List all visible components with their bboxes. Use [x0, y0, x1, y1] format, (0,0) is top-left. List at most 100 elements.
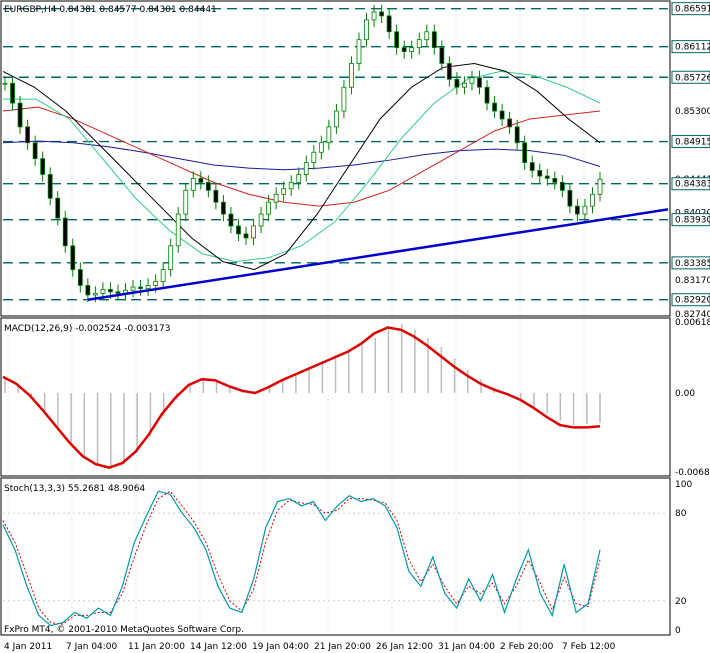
candle-body — [190, 178, 196, 191]
macd-tick-label: 0.00618 — [675, 318, 710, 328]
candle-body — [364, 19, 369, 41]
macd-tick-label: -0.00688 — [675, 468, 710, 478]
time-tick-label: 7 Jan 04:00 — [66, 642, 118, 652]
candles — [2, 4, 603, 303]
candle-body — [311, 151, 317, 163]
stoch-series: 100 80 20 0 — [2, 480, 692, 636]
candle-body — [341, 86, 347, 112]
candle-body — [17, 102, 23, 128]
stoch-title: Stoch(13,3,3) 55.2681 48.9064 — [4, 484, 145, 494]
footer-copyright: FxPro MT4, © 2001-2010 MetaQuotes Softwa… — [4, 625, 244, 635]
candle-body — [597, 178, 603, 195]
price-tick-label: 0.83385 — [675, 259, 710, 269]
price-tick-label: 0.86591 — [675, 5, 710, 15]
candle-body — [168, 245, 174, 271]
candle-body — [153, 281, 159, 286]
price-tick-label: 0.82920 — [675, 296, 710, 306]
price-tick-label: 0.84915 — [675, 138, 710, 148]
symbol-header: EURGBP,H4 0.84381 0.84577 0.84301 0.8444… — [4, 5, 217, 15]
candle-body — [32, 142, 38, 160]
time-tick-label: 31 Jan 04:00 — [438, 642, 495, 652]
stoch-signal-line — [2, 490, 601, 625]
candle-body — [138, 286, 143, 290]
candle-body — [559, 181, 565, 191]
stoch-panel — [0, 477, 671, 636]
time-tick-label: 21 Jan 20:00 — [314, 642, 371, 652]
candle-body — [454, 78, 460, 88]
candle-body — [40, 158, 46, 175]
candle-body — [582, 205, 588, 215]
time-tick-label: 26 Jan 12:00 — [376, 642, 433, 652]
candle-body — [416, 39, 422, 49]
time-tick-label: 2 Feb 20:00 — [500, 642, 554, 652]
candle-body — [537, 170, 543, 177]
candle-body — [198, 178, 204, 183]
candle-body — [296, 174, 302, 183]
candle-body — [575, 205, 580, 215]
stoch-main-line — [2, 490, 601, 627]
price-label-box — [671, 213, 710, 227]
time-tick-label: 7 Feb 12:00 — [562, 642, 616, 652]
candle-body — [349, 63, 354, 88]
candle-body — [100, 289, 106, 294]
candle-body — [303, 162, 309, 175]
candle-body — [439, 47, 445, 64]
candle-body — [10, 82, 15, 104]
candle-body — [371, 11, 377, 21]
candle-body — [70, 245, 76, 271]
price-label-box — [671, 293, 710, 307]
candle-body — [77, 269, 83, 286]
price-tick-label: 0.83930 — [675, 216, 710, 226]
candle-body — [507, 118, 513, 128]
candle-body — [424, 31, 430, 41]
price-tick-label: 0.86112 — [675, 43, 710, 53]
candle-body — [160, 269, 166, 282]
candle-body — [62, 217, 68, 247]
candle-body — [236, 225, 241, 235]
candle-body — [394, 31, 400, 49]
candle-body — [484, 86, 490, 104]
candle-body — [379, 11, 384, 17]
candle-body — [446, 63, 452, 80]
candle-body — [130, 286, 136, 291]
candle-body — [567, 189, 573, 207]
candle-body — [522, 142, 528, 163]
candle-body — [85, 285, 91, 296]
candle-body — [243, 233, 249, 239]
candle-body — [145, 285, 151, 290]
price-label-box — [671, 40, 710, 54]
price-tick-label: 0.83170 — [675, 276, 710, 286]
candle-body — [221, 201, 226, 215]
time-tick-label: 14 Jan 12:00 — [190, 642, 247, 652]
candle-body — [25, 126, 30, 144]
candle-body — [401, 47, 407, 52]
price-label-box — [671, 177, 710, 191]
candle-body — [55, 197, 61, 219]
candle-body — [281, 188, 287, 195]
price-panel — [0, 0, 671, 317]
candle-body — [258, 213, 264, 227]
candle-body — [462, 82, 467, 88]
price-tick-label: 0.85300 — [675, 107, 710, 117]
candle-body — [175, 213, 181, 247]
candle-body — [205, 181, 211, 191]
candle-body — [590, 193, 595, 207]
price-label-box — [671, 2, 710, 16]
candle-body — [333, 110, 339, 128]
candle-body — [469, 77, 475, 84]
candle-body — [499, 110, 505, 120]
price-tick-label: 0.84383 — [675, 180, 710, 190]
candle-body — [514, 126, 520, 144]
stoch-tick-label: 0 — [675, 626, 681, 636]
price-label-box — [671, 256, 710, 270]
macd-signal-line — [2, 326, 601, 469]
candle-body — [326, 126, 332, 144]
time-tick-label: 19 Jan 04:00 — [252, 642, 309, 652]
candle-body — [288, 181, 294, 190]
trendline — [87, 208, 669, 301]
time-axis-labels: 4 Jan 2011 7 Jan 04:00 11 Jan 20:00 14 Jan … — [4, 642, 616, 652]
candle-body — [2, 82, 8, 85]
macd-title: MACD(12,26,9) -0.002524 -0.003173 — [4, 324, 170, 334]
candle-body — [47, 174, 53, 199]
macd-series: 0.00618 0.00 -0.00688 — [2, 318, 710, 478]
